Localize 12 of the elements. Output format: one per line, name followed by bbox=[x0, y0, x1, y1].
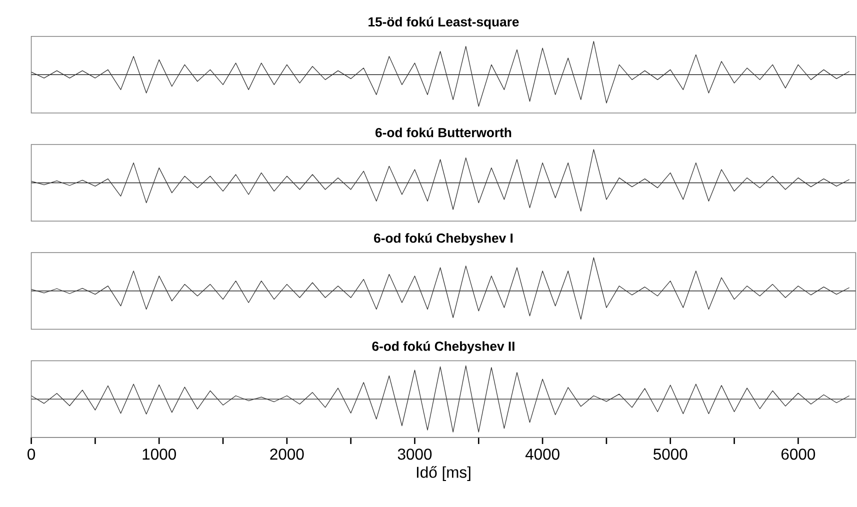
x-tick-label: 4000 bbox=[525, 448, 560, 460]
x-tick-label: 5000 bbox=[654, 448, 688, 460]
chart-title: 6-od fokú Butterworth bbox=[376, 127, 512, 138]
x-tick-label: 1000 bbox=[142, 448, 176, 460]
x-tick-label: 3000 bbox=[398, 448, 432, 460]
x-axis-title: Idő [ms] bbox=[416, 466, 470, 481]
x-tick-label: 2000 bbox=[270, 448, 304, 460]
chart-title: 6-od fokú Chebyshev I bbox=[374, 232, 513, 246]
chart-title: 15-öd fokú Least-square bbox=[368, 16, 519, 29]
x-tick-label: 6000 bbox=[781, 448, 816, 460]
chart-title: 6-od fokú Chebyshev II bbox=[372, 341, 514, 354]
x-tick-label: 0 bbox=[28, 448, 36, 460]
